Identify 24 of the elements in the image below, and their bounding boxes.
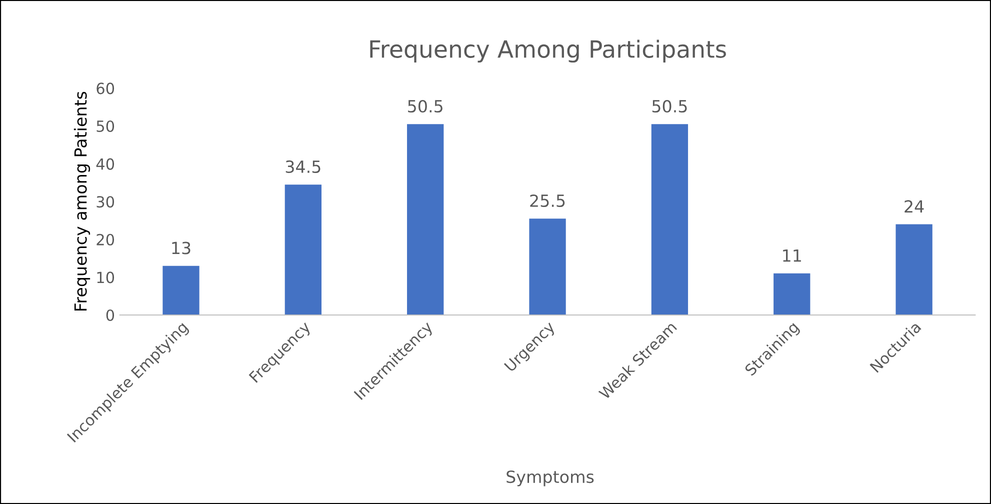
chart-title: Frequency Among Participants	[370, 40, 726, 63]
y-tick-label: 10	[97, 272, 114, 284]
y-tick-label: 0	[106, 309, 114, 322]
bar	[162, 266, 200, 315]
bar	[529, 218, 566, 315]
y-tick-label: 50	[96, 120, 114, 132]
data-label: 34.5	[286, 160, 320, 174]
y-tick-label: 40	[96, 158, 114, 170]
data-label: 50.5	[652, 100, 687, 113]
data-label: 25.5	[530, 194, 565, 208]
bar	[651, 124, 688, 315]
y-tick-label: 30	[96, 196, 114, 208]
bar	[774, 273, 810, 315]
data-label: 24	[904, 200, 924, 212]
y-axis-title: Frequency among Patients	[74, 92, 90, 311]
data-label: 11	[783, 249, 801, 262]
y-tick-label: 60	[96, 82, 114, 94]
bar	[284, 184, 322, 315]
x-axis-title: Symptoms	[506, 470, 594, 486]
bar	[407, 124, 444, 315]
bar	[896, 224, 932, 315]
data-label: 50.5	[408, 100, 442, 113]
data-label: 13	[172, 242, 190, 254]
y-tick-label: 20	[96, 234, 114, 246]
